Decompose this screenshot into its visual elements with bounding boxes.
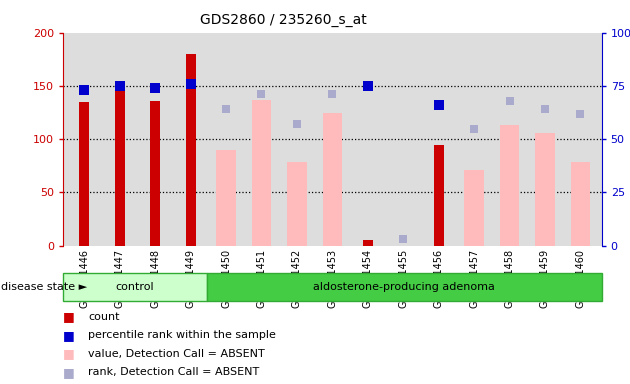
Bar [287,162,307,246]
Text: count: count [88,312,120,322]
Bar [63,273,207,301]
Text: ■: ■ [63,329,75,342]
Bar [115,88,125,246]
Bar [216,150,236,246]
Text: percentile rank within the sample: percentile rank within the sample [88,330,276,340]
Bar [79,102,89,246]
Bar [433,144,444,246]
Text: value, Detection Call = ABSENT: value, Detection Call = ABSENT [88,349,265,359]
Bar [500,125,519,246]
Bar [252,100,271,246]
Bar [571,162,590,246]
Text: disease state ►: disease state ► [1,282,88,292]
Bar [323,113,342,246]
Text: rank, Detection Call = ABSENT: rank, Detection Call = ABSENT [88,367,260,377]
Text: GDS2860 / 235260_s_at: GDS2860 / 235260_s_at [200,13,367,27]
Bar [363,240,373,246]
Text: ■: ■ [63,347,75,360]
Text: aldosterone-producing adenoma: aldosterone-producing adenoma [313,282,495,292]
Text: ■: ■ [63,310,75,323]
Bar [207,273,602,301]
Text: control: control [115,282,154,292]
Bar [150,101,160,246]
Bar [536,133,554,246]
Bar [464,170,484,246]
Bar [186,54,195,246]
Text: ■: ■ [63,366,75,379]
